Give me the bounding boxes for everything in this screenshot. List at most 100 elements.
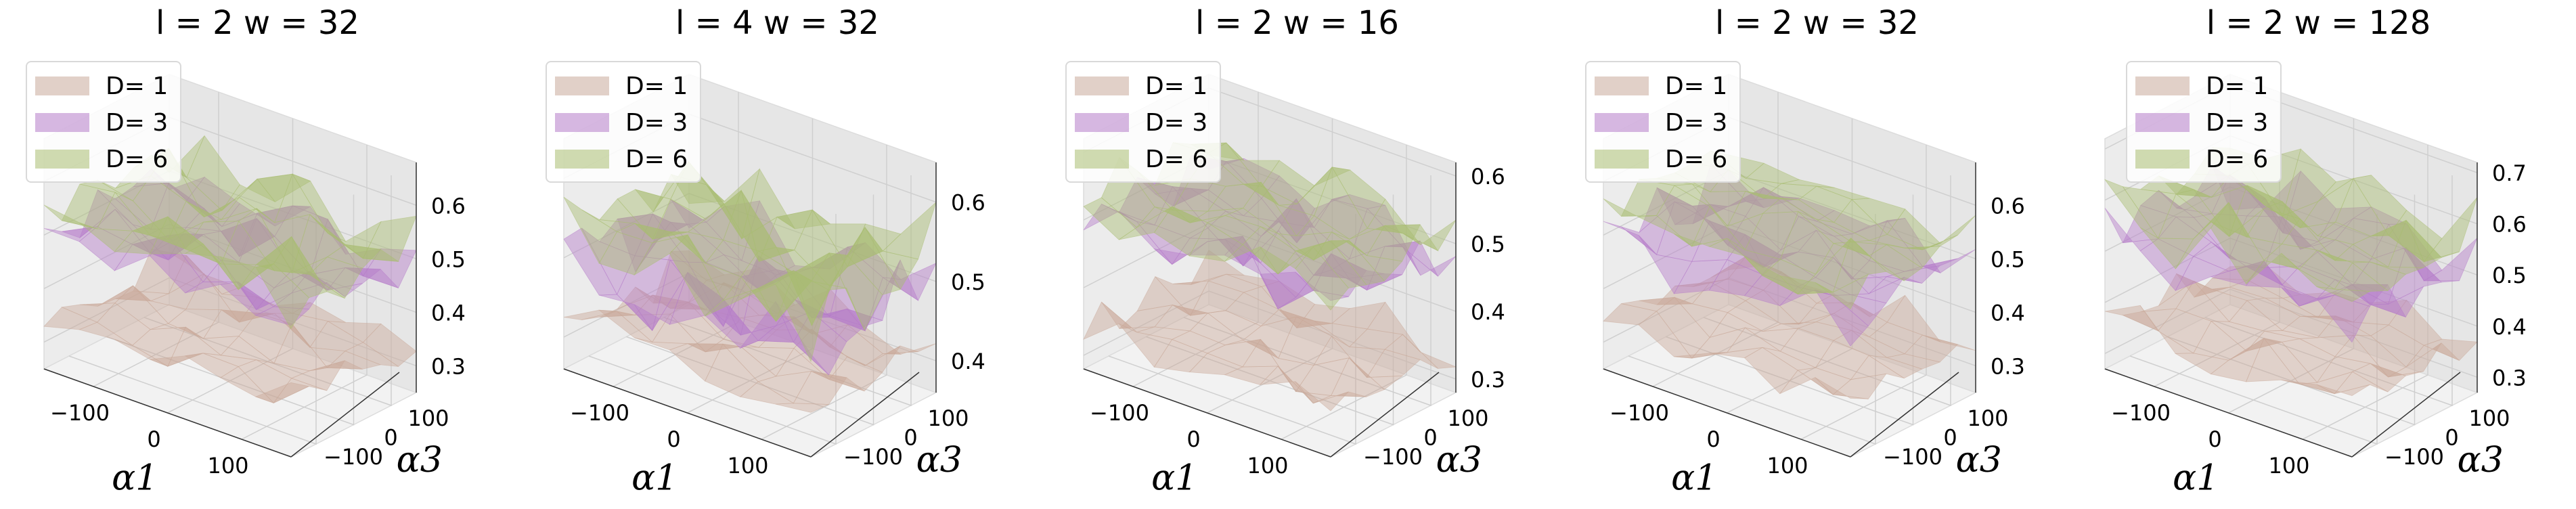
x-tick-label: −100 bbox=[570, 400, 629, 426]
y-tick-label: −100 bbox=[1363, 444, 1423, 470]
x-tick-label: 0 bbox=[2208, 426, 2221, 452]
surface-facet bbox=[563, 196, 618, 264]
legend: D= 1 D= 3 D= 6 bbox=[1585, 61, 1741, 183]
x-tick-label: 100 bbox=[207, 453, 248, 479]
legend-swatch bbox=[1595, 113, 1649, 132]
legend-swatch bbox=[1075, 113, 1129, 132]
z-tick-label: 0.5 bbox=[1991, 246, 2025, 272]
legend-item: D= 3 bbox=[2135, 104, 2268, 141]
surface-facet bbox=[43, 307, 98, 330]
legend-swatch bbox=[2135, 76, 2190, 95]
grid-line bbox=[93, 92, 219, 387]
chart-panel-4: −100 0 100 −100 0 100 0.3 0.4 0.5 0.6 α1 α3 l = 2 w… bbox=[1559, 0, 2074, 509]
legend-swatch bbox=[1075, 150, 1129, 169]
y-tick-label: 0 bbox=[2445, 425, 2458, 451]
y-tick-label: −100 bbox=[2384, 444, 2444, 470]
y-axis-line bbox=[810, 372, 920, 458]
grid-line bbox=[761, 145, 887, 440]
z-tick-label: 0.4 bbox=[951, 349, 985, 374]
x-tick-label: −100 bbox=[1090, 400, 1149, 426]
surface-series-3 bbox=[1603, 150, 1976, 310]
z-tick-label: 0.5 bbox=[2492, 263, 2527, 288]
x-tick-label: −100 bbox=[50, 400, 110, 426]
panel-title: l = 2 w = 128 bbox=[2206, 4, 2431, 42]
grid-line bbox=[1800, 145, 1927, 440]
x-axis-line bbox=[43, 368, 292, 458]
x-axis-line bbox=[1603, 368, 1851, 458]
legend-item: D= 1 bbox=[1595, 68, 1727, 104]
z-tick-label: 0.4 bbox=[2492, 314, 2527, 340]
legend-label: D= 1 bbox=[625, 72, 688, 100]
y-axis-label: α3 bbox=[397, 440, 443, 481]
x-axis-label: α1 bbox=[2173, 458, 2219, 499]
legend-label: D= 3 bbox=[1145, 108, 1208, 137]
x-tick-label: 100 bbox=[1767, 453, 1808, 479]
grid-line bbox=[2104, 237, 2478, 327]
z-tick-label: 0.3 bbox=[1991, 353, 2025, 379]
y-tick-label: 0 bbox=[904, 425, 917, 451]
legend: D= 1 D= 3 D= 6 bbox=[1065, 61, 1222, 183]
legend-swatch bbox=[1595, 150, 1649, 169]
grid-line bbox=[1108, 214, 1356, 445]
grid-line bbox=[2104, 186, 2478, 275]
legend-swatch bbox=[1075, 76, 1129, 95]
legend: D= 1 D= 3 D= 6 bbox=[26, 61, 182, 183]
legend-swatch bbox=[555, 150, 609, 169]
legend-item: D= 3 bbox=[555, 104, 688, 141]
surface-facet bbox=[2104, 305, 2159, 332]
grid-line bbox=[687, 118, 814, 414]
chart-panel-3: −100 0 100 −100 0 100 0.3 0.4 0.5 0.6 α1 α3 l = 2 w… bbox=[1040, 0, 1555, 509]
x-axis-line bbox=[2104, 368, 2353, 458]
y-axis-label: α3 bbox=[1436, 440, 1482, 481]
x-tick-label: 0 bbox=[1706, 426, 1720, 452]
x-tick-label: 100 bbox=[1247, 453, 1288, 479]
x-tick-label: −100 bbox=[2111, 400, 2171, 426]
grid-line bbox=[2167, 194, 2416, 426]
legend-item: D= 3 bbox=[1075, 104, 1207, 141]
z-tick-label: 0.5 bbox=[431, 246, 466, 272]
y-tick-label: −100 bbox=[324, 444, 383, 470]
grid-line bbox=[2302, 145, 2428, 440]
z-tick-label: 0.3 bbox=[1471, 367, 1505, 393]
grid-line bbox=[626, 194, 874, 426]
surface-series-2 bbox=[2104, 164, 2478, 343]
panel-title: l = 2 w = 16 bbox=[1195, 4, 1399, 42]
legend-label: D= 6 bbox=[2206, 145, 2269, 173]
surface-facet bbox=[1083, 197, 1138, 240]
grid-line bbox=[1666, 194, 1914, 426]
legend-item: D= 3 bbox=[1595, 104, 1727, 141]
x-axis-label: α1 bbox=[112, 458, 158, 499]
grid-line bbox=[43, 277, 417, 367]
legend-label: D= 3 bbox=[625, 108, 688, 137]
legend-label: D= 6 bbox=[625, 145, 688, 173]
z-tick-label: 0.6 bbox=[951, 190, 985, 216]
legend-item: D= 6 bbox=[35, 141, 168, 177]
surface-facet bbox=[43, 226, 98, 242]
z-tick-label: 0.5 bbox=[951, 269, 985, 295]
z-tick-label: 0.6 bbox=[2492, 212, 2527, 238]
surface-series-1 bbox=[43, 248, 417, 403]
surface-facet bbox=[563, 309, 617, 320]
legend-item: D= 6 bbox=[1595, 141, 1727, 177]
y-axis-label: α3 bbox=[2458, 440, 2504, 481]
y-axis-label: α3 bbox=[1956, 440, 2002, 481]
legend: D= 1 D= 3 D= 6 bbox=[546, 61, 702, 183]
surface-series-1 bbox=[2104, 264, 2478, 396]
surface-series-1 bbox=[1083, 250, 1457, 412]
legend-label: D= 1 bbox=[1665, 72, 1728, 100]
y-tick-label: 100 bbox=[1447, 405, 1488, 431]
legend-label: D= 1 bbox=[2206, 72, 2269, 100]
chart-panel-1: −100 0 100 −100 0 100 0.3 0.4 0.5 0.6 α1 α3 l = 2 w… bbox=[0, 0, 515, 509]
y-tick-label: 100 bbox=[407, 405, 449, 431]
z-tick-label: 0.5 bbox=[1471, 231, 1505, 257]
grid-line bbox=[106, 194, 355, 426]
legend-label: D= 1 bbox=[1145, 72, 1208, 100]
surface-facet bbox=[2104, 208, 2158, 252]
z-tick-label: 0.4 bbox=[431, 300, 466, 326]
panel-title: l = 2 w = 32 bbox=[156, 4, 359, 42]
legend-item: D= 3 bbox=[35, 104, 168, 141]
y-axis-line bbox=[1850, 372, 1959, 458]
surface-facet bbox=[2104, 179, 2158, 239]
legend-swatch bbox=[1595, 76, 1649, 95]
